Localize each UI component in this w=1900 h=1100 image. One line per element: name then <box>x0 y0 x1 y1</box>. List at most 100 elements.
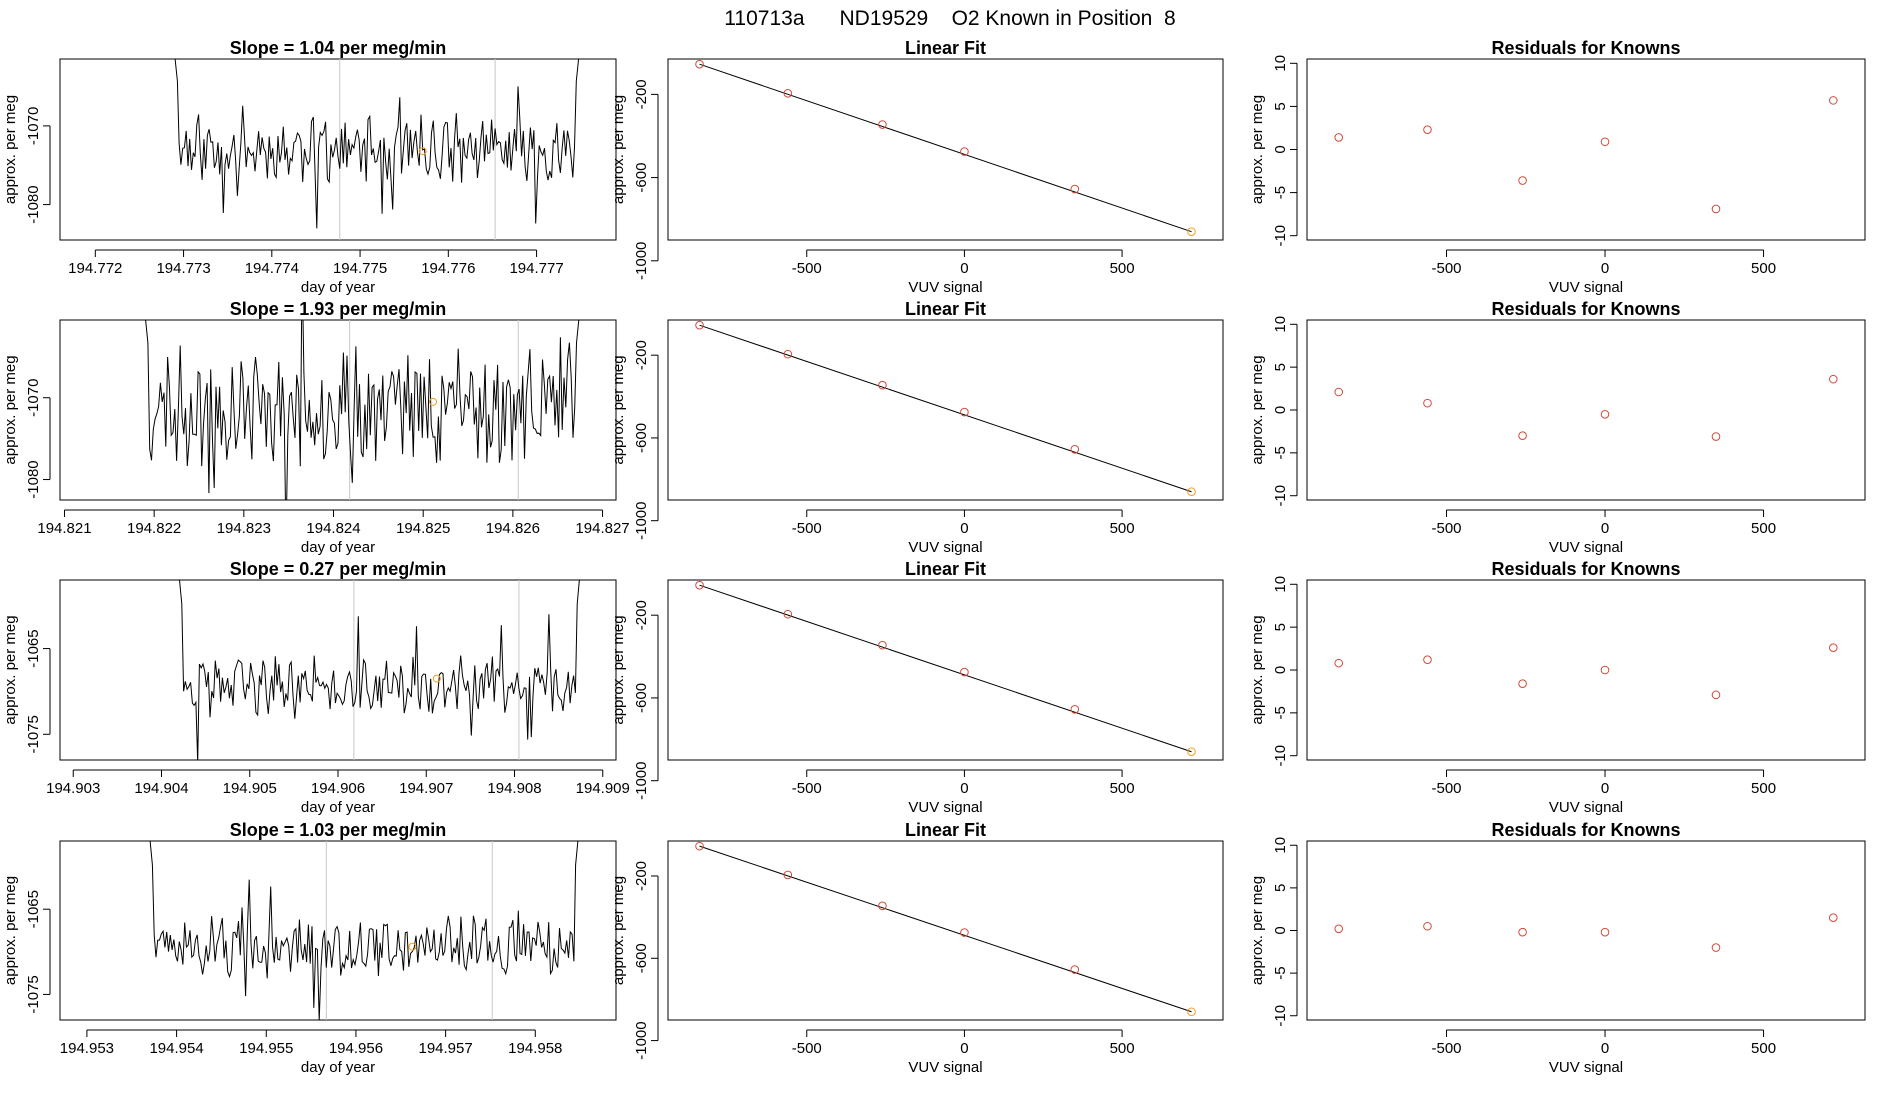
page-title: 110713a ND19529 O2 Known in Position 8 <box>724 7 1175 30</box>
panel-title: Linear Fit <box>905 820 986 840</box>
y-tick-label: 5 <box>1272 102 1289 110</box>
plot-frame <box>667 58 1224 241</box>
x-tick-label: 194.821 <box>37 520 91 537</box>
y-tick-label: 10 <box>1272 837 1289 854</box>
data-point <box>783 89 793 98</box>
y-axis-label: approx. per meg <box>2 615 19 724</box>
highlight-point <box>432 674 441 683</box>
y-tick-label: -10 <box>1272 745 1289 767</box>
data-point <box>1423 655 1432 665</box>
x-tick-label: 194.772 <box>68 260 122 277</box>
x-tick-label: 194.908 <box>487 780 541 797</box>
y-tick-label: -1000 <box>633 1021 650 1059</box>
plot-frame <box>59 319 617 501</box>
plot-frame <box>59 840 617 1021</box>
y-axis-label: approx. per meg <box>2 95 19 204</box>
x-tick-label: 194.956 <box>329 1040 383 1057</box>
panel-11: Linear Fit -500 0 500 VUV signal -200 -600 -100… <box>610 820 1224 1076</box>
y-tick-label: -5 <box>1272 446 1289 459</box>
highlight-point <box>1187 747 1196 757</box>
plot-frame <box>667 319 1224 501</box>
plot-frame <box>667 579 1224 761</box>
x-tick-label: 0 <box>1601 260 1609 277</box>
data-point <box>1423 125 1432 134</box>
panel-3: Residuals for Knowns -500 0 500 VUV signal 10… <box>1249 38 1866 296</box>
panel-title: Linear Fit <box>905 559 986 579</box>
y-tick-label: 0 <box>1272 926 1289 934</box>
highlight-point <box>418 147 427 156</box>
x-tick-label: -500 <box>792 520 822 537</box>
series-line <box>145 320 580 500</box>
x-tick-label: 0 <box>960 780 968 797</box>
y-tick-label: -1000 <box>633 762 650 800</box>
panels-group: Slope = 1.04 per meg/min 194.772 194.773 19… <box>2 38 1866 1076</box>
x-tick-label: 194.958 <box>508 1040 562 1057</box>
y-tick-label: -200 <box>633 340 650 370</box>
data-point <box>1828 913 1838 923</box>
x-tick-label: 194.827 <box>575 520 629 537</box>
series-line <box>174 59 580 229</box>
plot-frame <box>1306 319 1866 501</box>
plot-frame <box>1306 840 1866 1021</box>
x-tick-label: 500 <box>1751 520 1776 537</box>
panel-7: Slope = 0.27 per meg/min 194.903 194.904 19… <box>2 559 630 816</box>
data-point <box>1518 679 1527 689</box>
x-tick-label: 194.824 <box>306 520 360 537</box>
y-tick-label: -1070 <box>25 379 42 417</box>
data-point <box>783 870 793 880</box>
panel-title: Slope = 1.04 per meg/min <box>230 38 447 58</box>
data-point <box>783 349 793 359</box>
highlight-point <box>1187 1007 1196 1017</box>
x-tick-label: 194.776 <box>421 260 475 277</box>
data-point <box>1423 921 1432 931</box>
x-tick-label: -500 <box>792 780 822 797</box>
x-tick-label: 194.773 <box>156 260 210 277</box>
fit-line <box>699 845 1192 1013</box>
x-tick-label: 500 <box>1751 780 1776 797</box>
x-tick-label: 500 <box>1751 1040 1776 1057</box>
y-tick-label: -1075 <box>25 975 42 1013</box>
panel-5: Linear Fit -500 0 500 VUV signal -200 -600 -100… <box>610 299 1224 556</box>
data-point <box>1334 387 1344 397</box>
panel-6: Residuals for Knowns -500 0 500 VUV signal 10… <box>1249 299 1866 556</box>
y-tick-label: 5 <box>1272 363 1289 371</box>
y-axis-label: approx. per meg <box>1249 615 1266 724</box>
x-tick-label: 194.777 <box>509 260 563 277</box>
x-tick-label: 194.953 <box>60 1040 114 1057</box>
y-tick-label: 0 <box>1272 145 1289 153</box>
y-axis-label: approx. per meg <box>2 355 19 464</box>
x-axis-label: day of year <box>301 539 375 556</box>
data-point <box>878 901 887 911</box>
x-axis-label: VUV signal <box>1549 1059 1623 1076</box>
panel-title: Slope = 1.03 per meg/min <box>230 820 447 840</box>
panel-title: Residuals for Knowns <box>1491 38 1680 58</box>
y-tick-label: -5 <box>1272 186 1289 199</box>
x-axis-label: day of year <box>301 279 375 296</box>
y-tick-label: 0 <box>1272 406 1289 414</box>
x-tick-label: 194.774 <box>245 260 299 277</box>
data-point <box>1711 432 1721 441</box>
x-tick-label: 500 <box>1110 1040 1135 1057</box>
data-point <box>1518 176 1527 185</box>
data-point <box>1070 184 1080 194</box>
y-tick-label: -200 <box>633 79 650 109</box>
x-tick-label: 194.825 <box>396 520 450 537</box>
y-axis-label: approx. per meg <box>2 876 19 985</box>
highlight-point <box>1187 227 1196 236</box>
x-tick-label: 0 <box>960 1040 968 1057</box>
y-tick-label: -1080 <box>25 460 42 498</box>
fit-line <box>699 63 1192 233</box>
highlight-point <box>429 397 438 406</box>
data-point <box>1711 204 1721 214</box>
x-tick-label: 194.775 <box>333 260 387 277</box>
x-tick-label: 500 <box>1110 780 1135 797</box>
y-tick-label: -5 <box>1272 706 1289 719</box>
x-axis-label: VUV signal <box>908 279 982 296</box>
y-tick-label: -5 <box>1272 966 1289 979</box>
x-tick-label: 194.826 <box>486 520 540 537</box>
panel-title: Slope = 0.27 per meg/min <box>230 559 447 579</box>
y-tick-label: 5 <box>1272 884 1289 892</box>
y-tick-label: -600 <box>633 683 650 713</box>
data-point <box>1600 665 1610 675</box>
